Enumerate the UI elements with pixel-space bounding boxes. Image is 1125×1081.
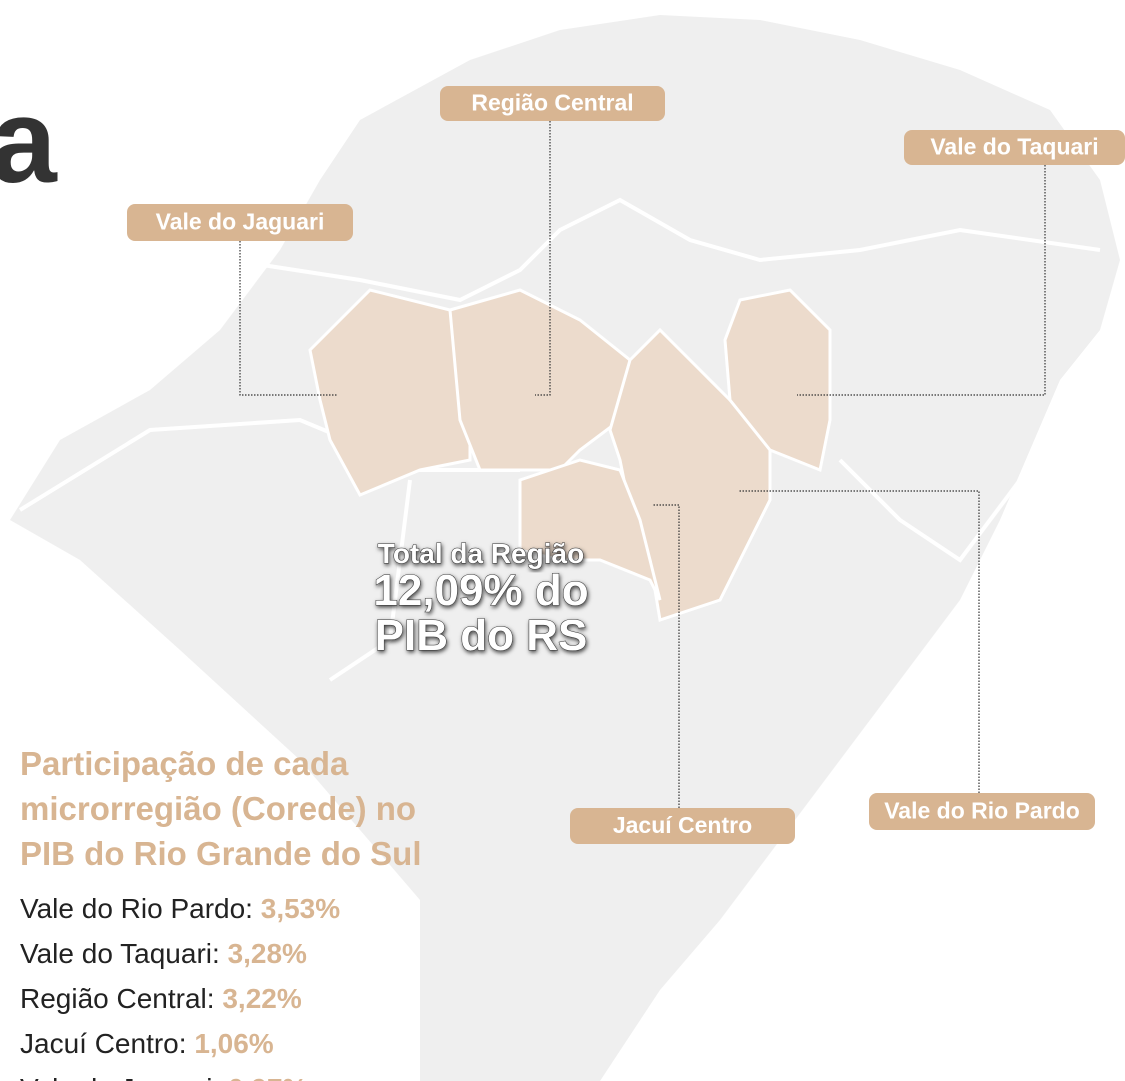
legend-item: Região Central: 3,22%: [20, 983, 302, 1014]
legend-item: Vale do Jaguari: 0,97%: [20, 1073, 308, 1081]
callout: Vale do Jaguari: [127, 204, 353, 241]
item-value: 3,53%: [261, 893, 340, 924]
total-text: 12,09% do: [373, 566, 588, 615]
item-value: 1,06%: [194, 1028, 273, 1059]
callout-label: Vale do Taquari: [930, 134, 1098, 160]
item-name: Vale do Rio Pardo:: [20, 893, 253, 924]
item-name: Jacuí Centro:: [20, 1028, 187, 1059]
callout-box: [869, 793, 1095, 830]
total-text: Total da Região: [378, 538, 584, 569]
highlighted-regions: [308, 288, 832, 622]
callout-box: [440, 86, 665, 121]
item-value: 3,28%: [228, 938, 307, 969]
total-text: PIB do RS: [375, 611, 588, 660]
callout-box: [570, 808, 795, 844]
callout-label: Região Central: [471, 90, 633, 116]
legend-item: Vale do Rio Pardo: 3,53%: [20, 893, 340, 924]
heading-fragment: a: [0, 74, 58, 208]
item-name: Vale do Jaguari:: [20, 1073, 220, 1081]
callout: Vale do Taquari: [904, 130, 1125, 165]
legend-title: PIB do Rio Grande do Sul: [20, 835, 422, 872]
item-value: 0,97%: [228, 1073, 307, 1081]
legend-item: Vale do Taquari: 3,28%: [20, 938, 307, 969]
item-value: 3,22%: [222, 983, 301, 1014]
callout-box: [127, 204, 353, 241]
legend-item: Jacuí Centro: 1,06%: [20, 1028, 274, 1059]
map-borders: [18, 197, 1101, 682]
callout: Vale do Rio Pardo: [869, 793, 1095, 830]
legend-title: Participação de cada: [20, 745, 349, 782]
callout-label: Jacuí Centro: [613, 812, 752, 838]
callout-label: Vale do Rio Pardo: [884, 798, 1080, 824]
callout: Região Central: [440, 86, 665, 121]
leader-lines: [239, 121, 1046, 808]
item-name: Região Central:: [20, 983, 215, 1014]
callout: Jacuí Centro: [570, 808, 795, 844]
callout-label: Vale do Jaguari: [156, 209, 325, 235]
callout-box: [904, 130, 1125, 165]
legend-title: microrregião (Corede) no: [20, 790, 416, 827]
item-name: Vale do Taquari:: [20, 938, 220, 969]
